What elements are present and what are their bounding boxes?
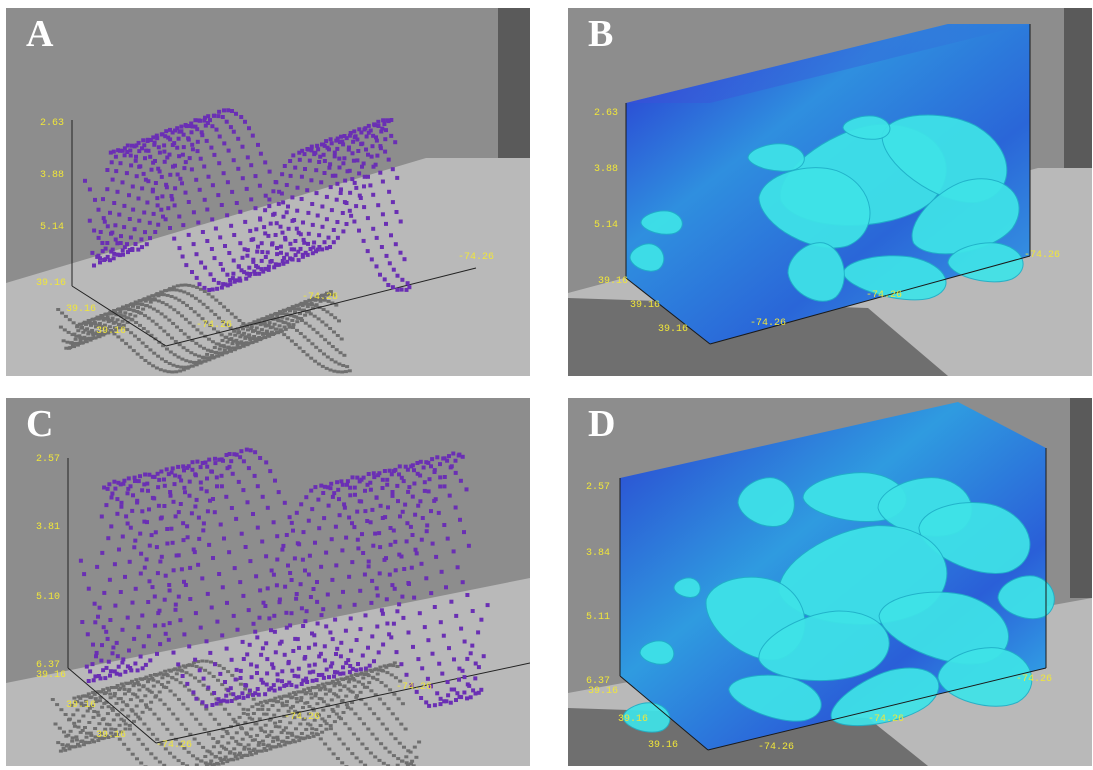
axes [71,120,477,347]
depth-tick: 6.37 [586,676,611,687]
panel-letter: D [588,403,616,445]
depth-tick: 5.14 [594,220,619,231]
depth-tick: 5.11 [586,612,611,623]
panel-d: D 2.57 3.84 5.11 6.37 39.16 39.16 39.16 … [568,398,1092,766]
lon-tick: -74.26 [458,252,495,263]
lat-tick: 39.16 [96,326,127,337]
axes [625,24,1031,345]
depth-tick: 3.81 [36,522,61,533]
depth-tick: 2.57 [586,482,611,493]
lon-tick: -74.26 [750,318,787,329]
depth-tick: 3.84 [586,548,611,559]
volume-top [626,24,1030,103]
isosurface [629,114,1024,302]
panel-c-scene [6,398,530,766]
side-wall [1070,398,1092,598]
depth-tick: 2.63 [40,118,65,129]
lat-tick: 39.16 [66,304,97,315]
lon-tick: -74.26 [396,682,433,693]
lat-tick: 39.16 [658,324,689,335]
lat-tick: 39.16 [618,714,649,725]
panel-c: C 2.57 3.81 5.10 6.37 39.16 39.16 39.16 … [6,398,530,766]
point-cloud [83,108,412,292]
lon-tick: -74.26 [758,742,795,753]
isosurface [622,472,1055,733]
panel-a-scene [6,8,530,376]
shadow-cloud [56,283,352,374]
lat-tick: 39.16 [598,276,629,287]
panel-b: B 2.63 3.88 5.14 39.16 39.16 39.16 -74.2… [568,8,1092,376]
depth-tick: 2.57 [36,454,61,465]
lon-tick: -74.26 [284,712,321,723]
lat-tick: 39.16 [588,686,619,697]
lon-tick: -74.26 [1016,674,1053,685]
lat-tick: 39.16 [648,740,679,751]
depth-tick: 2.63 [594,108,619,119]
lon-tick: -74.26 [866,290,903,301]
side-wall [1064,8,1092,168]
lon-tick: -74.26 [196,320,233,331]
lat-tick: 39.16 [66,700,97,711]
axes [67,458,530,744]
panel-b-scene [568,8,1092,376]
lon-tick: -74.26 [156,740,193,751]
panel-letter: B [588,13,614,55]
lat-tick: 39.16 [630,300,661,311]
lat-tick: 39.16 [36,278,67,289]
panel-a: A 2.63 3.88 5.14 39.16 39.16 39.16 -74.2… [6,8,530,376]
lat-tick: 39.16 [96,730,127,741]
point-cloud [78,447,490,709]
volume-shadow [568,298,948,376]
lon-tick: -74.26 [1024,250,1061,261]
lon-tick: -74.26 [868,714,905,725]
shadow-cloud [50,659,422,766]
panel-d-scene [568,398,1092,766]
depth-tick: 3.88 [594,164,619,175]
panel-letter: A [26,13,54,55]
depth-tick: 6.37 [36,660,61,671]
axes [619,448,1047,751]
depth-tick: 3.88 [40,170,65,181]
lat-tick: 39.16 [36,670,67,681]
depth-tick: 5.10 [36,592,61,603]
lon-tick: -74.26 [302,292,339,303]
depth-tick: 5.14 [40,222,65,233]
side-wall [498,8,530,158]
panel-letter: C [26,403,54,445]
